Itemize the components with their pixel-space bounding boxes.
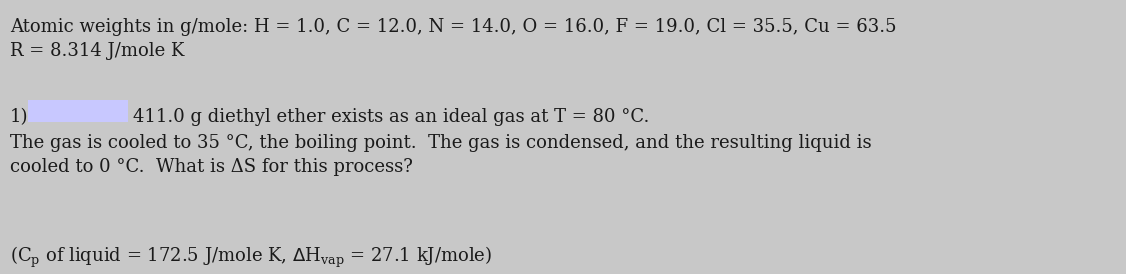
Text: 1): 1) — [10, 108, 28, 126]
Bar — [28, 100, 128, 122]
Text: The gas is cooled to 35 °C, the boiling point.  The gas is condensed, and the re: The gas is cooled to 35 °C, the boiling … — [10, 134, 872, 152]
Text: cooled to 0 °C.  What is ΔS for this process?: cooled to 0 °C. What is ΔS for this proc… — [10, 158, 413, 176]
Text: R = 8.314 J/mole K: R = 8.314 J/mole K — [10, 42, 185, 60]
Text: (C$_\mathregular{p}$ of liquid = 172.5 J/mole K, $\Delta$H$_\mathregular{vap}$ =: (C$_\mathregular{p}$ of liquid = 172.5 J… — [10, 245, 492, 270]
Text: Atomic weights in g/mole: H = 1.0, C = 12.0, N = 14.0, O = 16.0, F = 19.0, Cl = : Atomic weights in g/mole: H = 1.0, C = 1… — [10, 18, 896, 36]
Text: 411.0 g diethyl ether exists as an ideal gas at T = 80 °C.: 411.0 g diethyl ether exists as an ideal… — [133, 108, 650, 126]
